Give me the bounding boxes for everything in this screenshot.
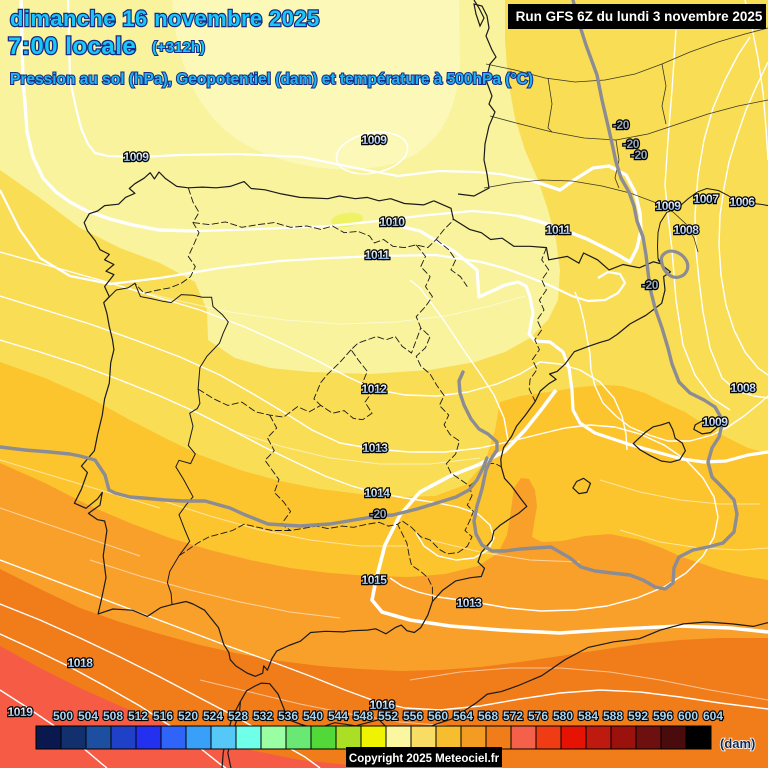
svg-text:592: 592 bbox=[628, 709, 648, 723]
svg-text:1009: 1009 bbox=[123, 150, 149, 164]
svg-text:532: 532 bbox=[253, 709, 273, 723]
svg-text:508: 508 bbox=[103, 709, 123, 723]
svg-text:1013: 1013 bbox=[456, 596, 482, 610]
svg-text:576: 576 bbox=[528, 709, 548, 723]
svg-text:1008: 1008 bbox=[673, 223, 699, 237]
svg-text:544: 544 bbox=[328, 709, 348, 723]
svg-text:-20: -20 bbox=[642, 278, 659, 292]
svg-text:1019: 1019 bbox=[7, 705, 33, 719]
svg-text:Pression au sol (hPa), Geopote: Pression au sol (hPa), Geopotentiel (dam… bbox=[10, 71, 533, 88]
svg-text:600: 600 bbox=[678, 709, 698, 723]
svg-text:-20: -20 bbox=[631, 148, 648, 162]
svg-text:1007: 1007 bbox=[693, 192, 719, 206]
svg-text:(+312h): (+312h) bbox=[152, 39, 205, 56]
svg-text:1009: 1009 bbox=[361, 133, 387, 147]
svg-text:584: 584 bbox=[578, 709, 598, 723]
svg-text:548: 548 bbox=[353, 709, 373, 723]
svg-text:560: 560 bbox=[428, 709, 448, 723]
svg-text:588: 588 bbox=[603, 709, 623, 723]
svg-text:1012: 1012 bbox=[361, 382, 387, 396]
svg-text:1009: 1009 bbox=[702, 415, 728, 429]
svg-text:536: 536 bbox=[278, 709, 298, 723]
svg-text:596: 596 bbox=[653, 709, 673, 723]
svg-text:512: 512 bbox=[128, 709, 148, 723]
svg-text:1008: 1008 bbox=[730, 381, 756, 395]
svg-text:540: 540 bbox=[303, 709, 323, 723]
svg-text:Copyright 2025 Meteociel.fr: Copyright 2025 Meteociel.fr bbox=[349, 753, 500, 765]
svg-text:-20: -20 bbox=[623, 137, 640, 151]
svg-text:1016: 1016 bbox=[369, 698, 395, 712]
svg-text:564: 564 bbox=[453, 709, 473, 723]
svg-text:-20: -20 bbox=[613, 118, 630, 132]
svg-text:572: 572 bbox=[503, 709, 523, 723]
svg-text:524: 524 bbox=[203, 709, 223, 723]
svg-text:1010: 1010 bbox=[379, 215, 405, 229]
svg-text:500: 500 bbox=[53, 709, 73, 723]
svg-text:516: 516 bbox=[153, 709, 173, 723]
svg-text:580: 580 bbox=[553, 709, 573, 723]
svg-text:604: 604 bbox=[703, 709, 723, 723]
svg-text:1015: 1015 bbox=[361, 573, 387, 587]
svg-text:556: 556 bbox=[403, 709, 423, 723]
svg-text:(dam): (dam) bbox=[720, 736, 755, 751]
svg-text:Run GFS 6Z du lundi 3 novembre: Run GFS 6Z du lundi 3 novembre 2025 bbox=[516, 9, 763, 24]
svg-text:1013: 1013 bbox=[362, 441, 388, 455]
svg-text:dimanche 16 novembre 2025: dimanche 16 novembre 2025 bbox=[10, 6, 320, 31]
svg-text:1006: 1006 bbox=[729, 195, 755, 209]
svg-text:528: 528 bbox=[228, 709, 248, 723]
svg-text:568: 568 bbox=[478, 709, 498, 723]
svg-text:552: 552 bbox=[378, 709, 398, 723]
svg-text:1011: 1011 bbox=[365, 248, 390, 262]
svg-text:-20: -20 bbox=[370, 507, 387, 521]
svg-text:520: 520 bbox=[178, 709, 198, 723]
svg-text:1014: 1014 bbox=[364, 486, 390, 500]
svg-text:504: 504 bbox=[78, 709, 98, 723]
svg-text:1018: 1018 bbox=[67, 656, 93, 670]
svg-text:1011: 1011 bbox=[546, 223, 571, 237]
svg-text:7:00 locale: 7:00 locale bbox=[8, 33, 136, 60]
svg-text:1009: 1009 bbox=[655, 199, 681, 213]
